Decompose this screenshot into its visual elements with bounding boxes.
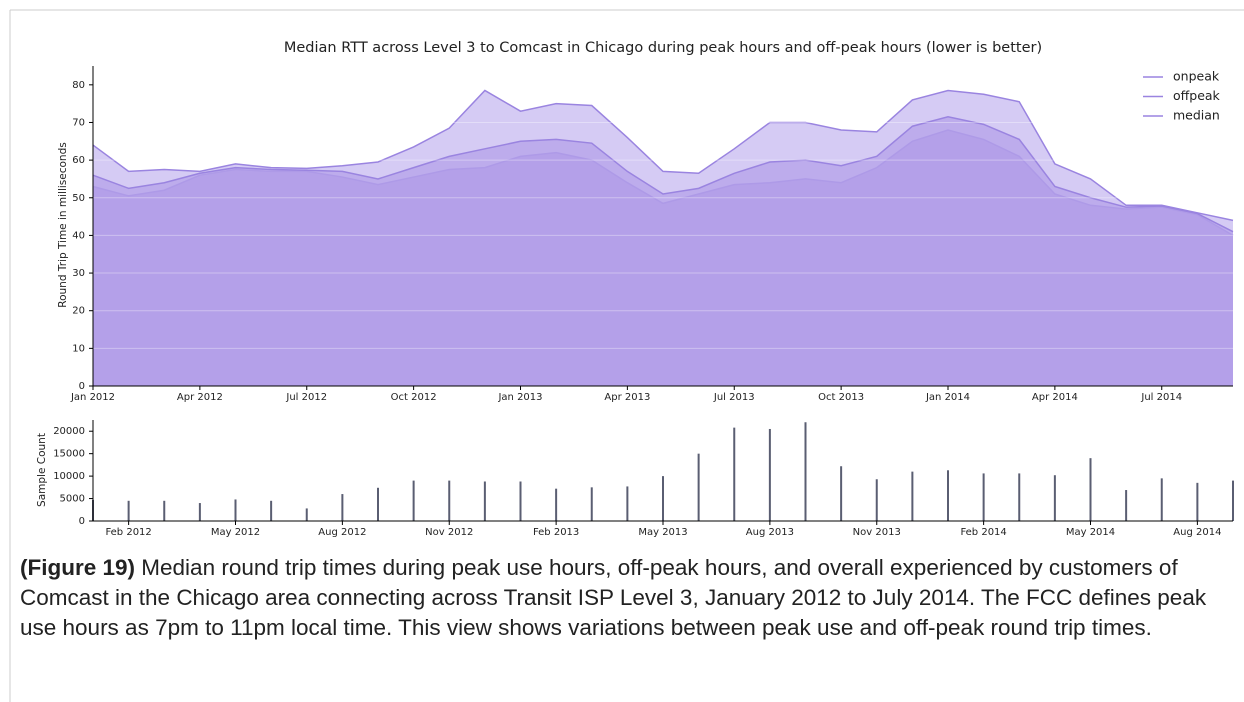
bar: [697, 453, 700, 521]
caption-label: (Figure 19): [20, 555, 136, 580]
x-tick-label: Oct 2013: [818, 392, 864, 403]
y-tick-label: 0: [79, 516, 85, 527]
bar: [270, 500, 273, 521]
area: [93, 116, 1233, 386]
bar: [305, 508, 308, 521]
bar: [377, 487, 379, 521]
x-tick-label: Feb 2014: [960, 527, 1006, 538]
y-tick-label: 15000: [53, 449, 85, 460]
x-tick-label: Jan 2012: [70, 392, 115, 403]
y-tick-label: 10: [72, 343, 85, 354]
x-tick-label: Aug 2013: [746, 527, 794, 538]
chart-title: Median RTT across Level 3 to Comcast in …: [284, 40, 1042, 56]
x-tick-label: Oct 2012: [391, 392, 437, 403]
bar: [840, 466, 843, 521]
bar: [412, 480, 415, 521]
bar: [590, 487, 593, 521]
y-tick-label: 40: [72, 230, 85, 241]
bar: [804, 422, 807, 521]
caption: (Figure 19) Median round trip times duri…: [20, 553, 1235, 643]
bar: [555, 488, 558, 521]
y-tick-label: 10000: [53, 471, 85, 482]
bar: [1125, 490, 1128, 521]
x-tick-label: Apr 2014: [1032, 392, 1078, 403]
bar: [234, 499, 237, 521]
bar: [875, 479, 878, 521]
bar: [519, 481, 522, 521]
x-tick-label: Aug 2014: [1173, 527, 1221, 538]
x-tick-label: Jul 2012: [285, 392, 327, 403]
bar: [947, 470, 949, 521]
y-tick-label: 50: [72, 193, 85, 204]
x-tick-label: May 2013: [638, 527, 687, 538]
x-tick-label: Jul 2013: [713, 392, 755, 403]
bar: [1053, 475, 1056, 521]
bar: [198, 503, 201, 521]
caption-text: Median round trip times during peak use …: [20, 555, 1207, 640]
y-tick-label: 80: [72, 80, 85, 91]
y-tick-label: 0: [79, 381, 85, 392]
bar: [911, 471, 914, 521]
x-tick-label: Jan 2013: [497, 392, 542, 403]
bar: [1196, 482, 1199, 521]
x-tick-label: May 2012: [211, 527, 260, 538]
bar: [768, 428, 771, 521]
x-tick-label: Feb 2012: [105, 527, 151, 538]
bar: [127, 500, 130, 521]
bar: [1089, 458, 1092, 521]
bar: [341, 494, 344, 521]
y-axis-label: Round Trip Time in milliseconds: [57, 142, 69, 307]
y-tick-label: 5000: [60, 494, 85, 505]
y-tick-label: 20: [72, 306, 85, 317]
bar: [982, 473, 985, 521]
bar: [163, 500, 166, 521]
x-tick-label: Jul 2014: [1140, 392, 1182, 403]
legend-label: median: [1173, 108, 1220, 123]
y-axis-label: Sample Count: [36, 433, 48, 507]
x-tick-label: Apr 2012: [177, 392, 223, 403]
bar: [1160, 478, 1163, 521]
legend-label: onpeak: [1173, 69, 1220, 84]
bar: [483, 481, 486, 521]
x-tick-label: Nov 2013: [853, 527, 901, 538]
bar: [1232, 480, 1234, 521]
x-tick-label: May 2014: [1066, 527, 1115, 538]
y-tick-label: 70: [72, 117, 85, 128]
bar: [733, 427, 736, 521]
y-tick-label: 20000: [53, 426, 85, 437]
x-tick-label: Aug 2012: [318, 527, 366, 538]
x-tick-label: Feb 2013: [533, 527, 579, 538]
bar: [626, 486, 629, 521]
line: [92, 89, 1234, 222]
x-tick-label: Nov 2012: [425, 527, 473, 538]
x-tick-label: Apr 2013: [604, 392, 650, 403]
y-tick-label: 30: [72, 268, 85, 279]
legend-label: offpeak: [1173, 88, 1221, 103]
bar: [1018, 473, 1021, 521]
line: [92, 116, 1234, 233]
x-tick-label: Jan 2014: [925, 392, 970, 403]
bar: [448, 480, 451, 521]
y-tick-label: 60: [72, 155, 85, 166]
bar: [662, 476, 664, 521]
